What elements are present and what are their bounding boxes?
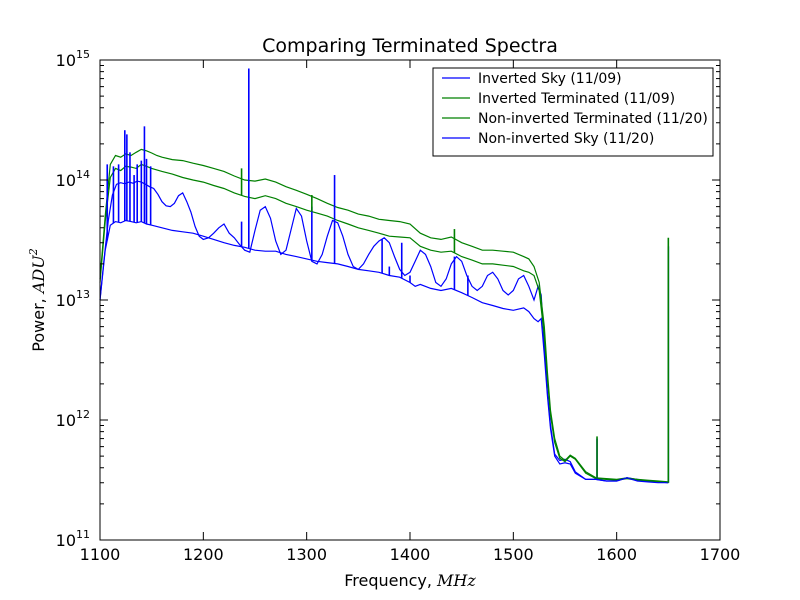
- x-tick-label: 1500: [493, 545, 534, 564]
- x-tick-label: 1700: [700, 545, 741, 564]
- x-tick-label: 1600: [596, 545, 637, 564]
- legend-box: [432, 67, 714, 157]
- y-tick-label: 1015: [56, 48, 90, 70]
- x-axis-label: Frequency, MHz: [344, 571, 476, 590]
- tick-layer: 1100 1200 1300 1400 1500 1600 1700 1011 1012 1013…: [56, 48, 741, 564]
- y-tick-label: 1014: [56, 168, 90, 190]
- legend: Inverted Sky (11/09) Inverted Terminated …: [432, 67, 714, 157]
- y-axis-label: Power, ADU2: [27, 248, 48, 351]
- x-tick-label: 1300: [286, 545, 327, 564]
- chart-title: Comparing Terminated Spectra: [262, 35, 558, 57]
- y-tick-label: 1013: [56, 288, 90, 310]
- x-tick-label: 1100: [80, 545, 121, 564]
- legend-entry-3: Non-inverted Terminated (11/20): [478, 111, 708, 127]
- x-tick-label: 1400: [390, 545, 431, 564]
- series-line-4: [99, 219, 669, 484]
- series-line-3: [99, 163, 669, 484]
- y-tick-label: 1012: [56, 408, 90, 430]
- series-layer: [99, 68, 670, 484]
- series-line-2: [99, 148, 669, 483]
- y-tick-label: 1011: [56, 528, 90, 550]
- legend-entry-1: Inverted Sky (11/09): [478, 71, 622, 87]
- legend-entry-4: Non-inverted Sky (11/20): [478, 131, 654, 147]
- legend-entry-2: Inverted Terminated (11/09): [478, 91, 675, 107]
- x-tick-label: 1200: [183, 545, 224, 564]
